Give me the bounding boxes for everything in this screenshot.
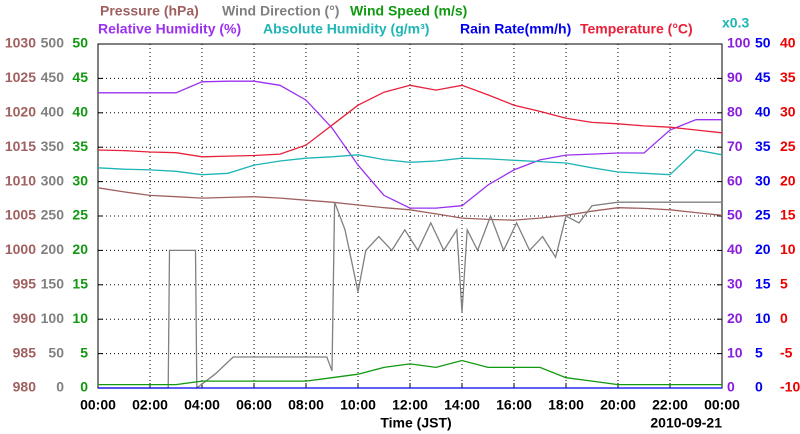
series-line — [98, 201, 722, 390]
y-tick-label: 450 — [41, 69, 65, 85]
x-tick-label: 06:00 — [236, 397, 272, 413]
x-tick-label: 04:00 — [184, 397, 220, 413]
y-tick-label: 350 — [41, 138, 65, 154]
series-line — [98, 80, 722, 209]
series-line — [98, 359, 722, 386]
y-tick-label: 10 — [72, 310, 88, 326]
y-tick-label: 150 — [41, 276, 65, 292]
y-tick-label: 15 — [755, 276, 771, 292]
y-tick-label: 50 — [755, 35, 771, 51]
y-tick-label: -10 — [780, 379, 800, 395]
x-tick-label: 02:00 — [132, 397, 168, 413]
y-tick-label: 1000 — [5, 241, 36, 257]
y-tick-label: 20 — [755, 241, 771, 257]
y-tick-label: 500 — [41, 35, 65, 51]
y-tick-label: 35 — [780, 69, 796, 85]
y-tick-label: 10 — [755, 310, 771, 326]
y-tick-label: 25 — [780, 138, 796, 154]
y-tick-label: 50 — [72, 35, 88, 51]
legend-label: Rain Rate(mm/h) — [460, 21, 571, 37]
y-tick-label: 35 — [72, 138, 88, 154]
x-tick-label: 10:00 — [340, 397, 376, 413]
y-tick-label: 25 — [755, 207, 771, 223]
y-tick-label: 300 — [41, 172, 65, 188]
y-tick-label: 980 — [13, 379, 37, 395]
legend-label: Relative Humidity (%) — [98, 21, 241, 37]
y-tick-label: 20 — [727, 310, 743, 326]
y-tick-label: 5 — [755, 344, 763, 360]
y-tick-label: 250 — [41, 207, 65, 223]
x-tick-label: 00:00 — [704, 397, 740, 413]
y-tick-label: 400 — [41, 104, 65, 120]
series-line — [97, 187, 723, 221]
y-tick-label: 40 — [727, 241, 743, 257]
scale-note: x0.3 — [722, 15, 749, 31]
y-tick-label: 990 — [13, 310, 37, 326]
y-tick-label: 0 — [780, 310, 788, 326]
y-tick-label: 90 — [727, 69, 743, 85]
x-tick-label: 08:00 — [288, 397, 324, 413]
series-line — [97, 149, 723, 176]
y-tick-label: 995 — [13, 276, 37, 292]
legend-label: Absolute Humidity (g/m³) — [263, 21, 429, 37]
y-tick-label: 45 — [72, 69, 88, 85]
y-tick-label: -5 — [780, 344, 793, 360]
legend-label: Wind Speed (m/s) — [350, 3, 467, 19]
y-tick-label: 15 — [72, 276, 88, 292]
y-tick-label: 30 — [755, 172, 771, 188]
y-tick-label: 0 — [755, 379, 763, 395]
y-tick-label: 10 — [780, 241, 796, 257]
date-label: 2010-09-21 — [650, 415, 722, 431]
y-tick-label: 200 — [41, 241, 65, 257]
y-tick-label: 0 — [80, 379, 88, 395]
series-line — [97, 84, 723, 158]
x-tick-label: 20:00 — [600, 397, 636, 413]
y-tick-label: 40 — [72, 104, 88, 120]
y-tick-label: 100 — [41, 310, 65, 326]
x-axis-label: Time (JST) — [380, 415, 451, 431]
y-tick-label: 50 — [727, 207, 743, 223]
x-tick-label: 14:00 — [444, 397, 480, 413]
y-tick-label: 5 — [80, 344, 88, 360]
y-tick-label: 30 — [727, 276, 743, 292]
legend-label: Pressure (hPa) — [100, 3, 199, 19]
y-tick-label: 1005 — [5, 207, 36, 223]
y-tick-label: 50 — [48, 344, 64, 360]
y-tick-label: 1025 — [5, 69, 36, 85]
legend-label: Temperature (°C) — [580, 21, 693, 37]
y-tick-label: 1030 — [5, 35, 36, 51]
y-tick-label: 1010 — [5, 172, 36, 188]
y-tick-label: 45 — [755, 69, 771, 85]
y-tick-label: 30 — [72, 172, 88, 188]
y-tick-label: 100 — [727, 35, 751, 51]
y-tick-label: 20 — [780, 172, 796, 188]
y-tick-label: 5 — [780, 276, 788, 292]
y-tick-label: 80 — [727, 104, 743, 120]
y-tick-label: 60 — [727, 172, 743, 188]
legend-label: Wind Direction (°) — [222, 3, 339, 19]
y-tick-label: 1015 — [5, 138, 36, 154]
y-tick-label: 20 — [72, 241, 88, 257]
y-tick-label: 15 — [780, 207, 796, 223]
x-tick-label: 12:00 — [392, 397, 428, 413]
y-tick-label: 985 — [13, 344, 37, 360]
y-tick-label: 30 — [780, 104, 796, 120]
y-tick-label: 70 — [727, 138, 743, 154]
x-tick-label: 22:00 — [652, 397, 688, 413]
y-tick-label: 0 — [56, 379, 64, 395]
y-tick-label: 40 — [755, 104, 771, 120]
y-tick-label: 25 — [72, 207, 88, 223]
x-tick-label: 18:00 — [548, 397, 584, 413]
x-tick-label: 16:00 — [496, 397, 532, 413]
y-tick-label: 35 — [755, 138, 771, 154]
x-tick-label: 00:00 — [80, 397, 116, 413]
y-tick-label: 0 — [727, 379, 735, 395]
y-tick-label: 10 — [727, 344, 743, 360]
y-tick-label: 40 — [780, 35, 796, 51]
y-tick-label: 1020 — [5, 104, 36, 120]
